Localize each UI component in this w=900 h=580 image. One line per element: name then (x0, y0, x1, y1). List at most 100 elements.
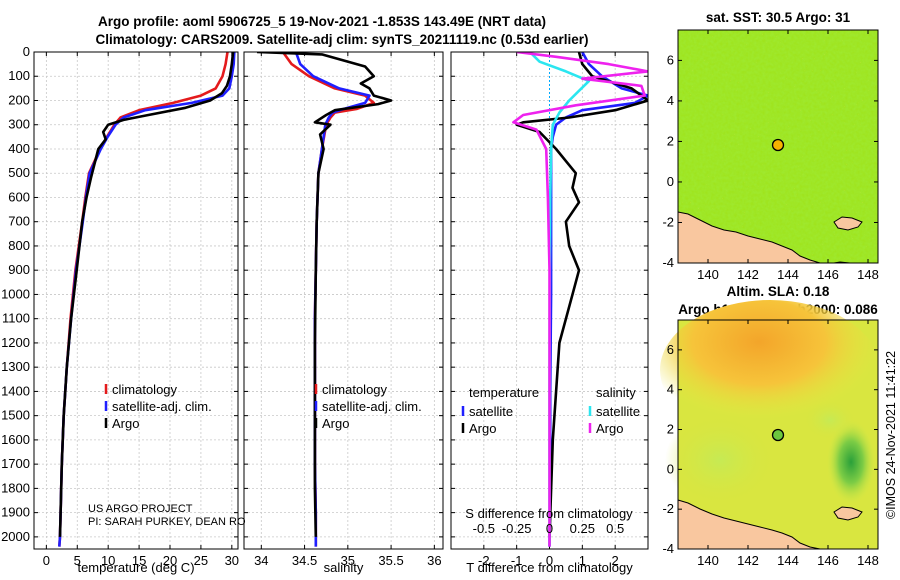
temperature-xtick-label: 20 (163, 553, 177, 568)
depth-tick-label: 1700 (1, 456, 30, 471)
sst_map-ytick-label: -4 (662, 255, 674, 270)
sst-map-panel: sat. SST: 30.5 Argo: 31 140 142 144 146 148 -… (662, 10, 878, 282)
temperature-plot-area (34, 52, 238, 549)
difference-xtick-label: -1 (511, 553, 523, 568)
temperature-xtick-label: 30 (225, 553, 239, 568)
sla_map-ytick-label: 4 (667, 382, 674, 397)
sst_map-xtick-label: 148 (857, 267, 879, 282)
figure-title-line2: Climatology: CARS2009. Satellite-adj cli… (96, 32, 589, 47)
depth-tick-label: 400 (8, 141, 30, 156)
salinity-legend-label: Argo (322, 416, 349, 431)
sla_map-xtick-label: 148 (857, 553, 879, 568)
depth-tick-label: 1800 (1, 480, 30, 495)
sla-map-title: Altim. SLA: 0.18 (727, 284, 830, 299)
depth-tick-label: 100 (8, 68, 30, 83)
sst-map-frame (677, 29, 879, 264)
depth-tick-label: 1300 (1, 359, 30, 374)
sla_map-ytick-label: -2 (662, 501, 674, 516)
difference-panel: -2 -1 0 1 2T difference from climatology temp… (450, 51, 649, 575)
sla-map-low-anomaly-edge (804, 400, 856, 440)
depth-tick-label: 1200 (1, 335, 30, 350)
depth-tick-label: 1400 (1, 383, 30, 398)
sst-map-island (833, 216, 863, 231)
difference-secondary-axis-label: S difference from climatology (465, 506, 633, 521)
difference-xtick-label: 2 (612, 553, 619, 568)
temperature-xtick-label: 0 (43, 553, 50, 568)
sst_map-ytick-label: 4 (667, 93, 674, 108)
difference-xtick-label: -2 (478, 553, 490, 568)
difference-secondary-tick-label: -0.25 (502, 521, 532, 536)
difference-legend-label: satellite (596, 404, 640, 419)
depth-tick-label: 1900 (1, 505, 30, 520)
project-label: US ARGO PROJECT (88, 503, 193, 515)
depth-tick-label: 200 (8, 92, 30, 107)
sst_map-xtick-label: 142 (737, 267, 759, 282)
temperature-xtick-label: 25 (194, 553, 208, 568)
depth-tick-label: 1100 (2, 311, 30, 326)
temperature-frame (33, 51, 239, 550)
depth-tick-label: 1000 (1, 286, 30, 301)
figure-title-line1: Argo profile: aoml 5906725_5 19-Nov-2021… (98, 14, 546, 29)
depth-tick-label: 800 (8, 238, 30, 253)
sst_map-ytick-label: 2 (667, 133, 674, 148)
difference-secondary-tick-label: 0.25 (570, 521, 595, 536)
sla-map-frame (677, 319, 879, 550)
difference-legend-label: Argo (596, 421, 623, 436)
sla_map-xtick-label: 146 (817, 553, 839, 568)
temperature-panel: 0100200300400500600700800900100011001200… (1, 44, 239, 575)
sst_map-xtick-label: 144 (777, 267, 799, 282)
sst-map-title: sat. SST: 30.5 Argo: 31 (706, 10, 851, 25)
difference-secondary-tick-label: 0 (546, 521, 553, 536)
depth-tick-label: 600 (8, 189, 30, 204)
sla_map-ytick-label: 0 (667, 461, 674, 476)
salinity-series-argo (256, 52, 393, 537)
difference-legend-group-title: temperature (469, 385, 539, 400)
sla-map-low-anomaly (827, 420, 875, 504)
salinity-xtick-label: 34 (254, 553, 268, 568)
sst_map-ytick-label: -2 (662, 214, 674, 229)
salinity-xtick-label: 34.5 (292, 553, 317, 568)
difference-xlabel: T difference from climatology (466, 560, 633, 575)
depth-tick-label: 700 (8, 214, 30, 229)
salinity-plot-area (244, 52, 443, 549)
difference-legend-group-title: salinity (596, 385, 636, 400)
depth-tick-label: 300 (8, 117, 30, 132)
difference-series-t-argo (515, 52, 648, 537)
temperature-legend-label: climatology (112, 382, 178, 397)
difference-legend-label: satellite (469, 404, 513, 419)
imos-stamp: ©IMOS 24-Nov-2021 11:41:22 (884, 351, 898, 519)
sla_map-ytick-label: 6 (667, 342, 674, 357)
salinity-legend-label: satellite-adj. clim. (322, 399, 422, 414)
temperature-xtick-label: 10 (101, 553, 115, 568)
depth-tick-label: 1600 (1, 432, 30, 447)
difference-frame (450, 51, 649, 550)
sla-map-panel: Altim. SLA: 0.18 Argo h1000: 0.068 h2000… (660, 284, 880, 568)
temperature-xlabel: temperature (deg C) (77, 560, 194, 575)
salinity-frame (243, 51, 444, 550)
depth-tick-label: 1500 (1, 408, 30, 423)
sla_map-xtick-label: 140 (697, 553, 719, 568)
difference-secondary-tick-label: -0.5 (473, 521, 495, 536)
difference-xtick-label: 0 (546, 553, 553, 568)
sst_map-xtick-label: 146 (817, 267, 839, 282)
sla-map-island (833, 506, 863, 521)
sla_map-xtick-label: 142 (737, 553, 759, 568)
salinity-xtick-label: 35 (341, 553, 355, 568)
difference-secondary-tick-label: 0.5 (606, 521, 624, 536)
difference-xtick-label: 1 (579, 553, 586, 568)
temperature-legend-label: satellite-adj. clim. (112, 399, 212, 414)
salinity-xtick-label: 36 (427, 553, 441, 568)
temperature-legend-label: Argo (112, 416, 139, 431)
salinity-xlabel: salinity (324, 560, 364, 575)
sla-map-argo-marker (771, 428, 785, 442)
sst_map-ytick-label: 6 (667, 52, 674, 67)
depth-tick-label: 2000 (1, 529, 30, 544)
salinity-legend-label: climatology (322, 382, 388, 397)
difference-legend-label: Argo (469, 421, 496, 436)
salinity-xtick-label: 35.5 (378, 553, 403, 568)
sla_map-ytick-label: 2 (667, 422, 674, 437)
sst_map-xtick-label: 140 (697, 267, 719, 282)
temperature-series-argo (58, 52, 235, 537)
depth-tick-label: 0 (23, 44, 30, 59)
